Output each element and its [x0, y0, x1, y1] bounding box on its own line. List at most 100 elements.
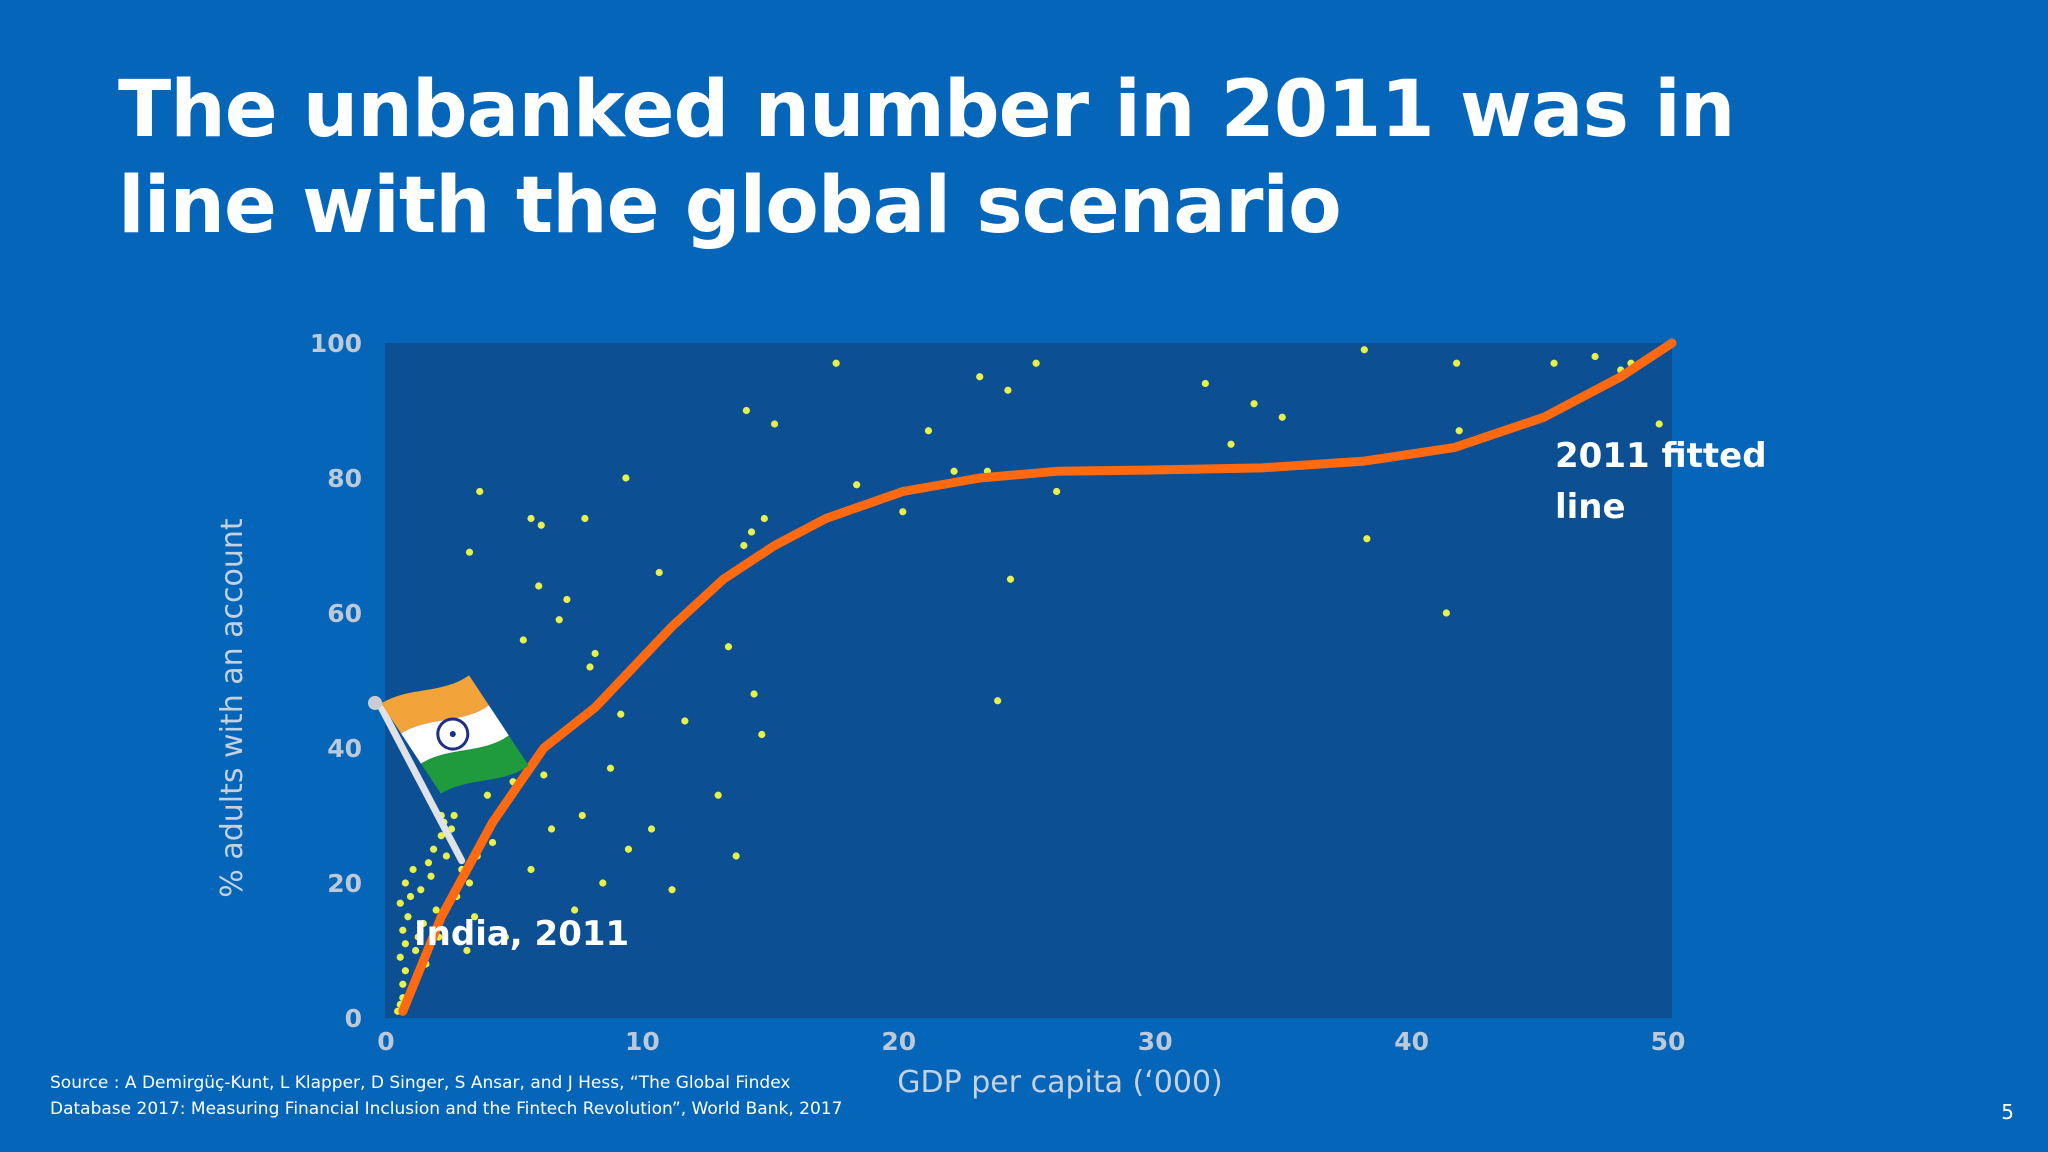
data-points: [394, 346, 1663, 1015]
data-point: [1250, 400, 1258, 408]
data-point: [401, 940, 409, 948]
annotation-india-2011: India, 2011: [414, 914, 629, 954]
data-point: [1032, 359, 1040, 367]
data-point: [1442, 609, 1450, 617]
x-tick-label: 30: [1138, 1027, 1173, 1056]
data-point: [412, 946, 420, 955]
data-point: [519, 636, 527, 644]
data-point: [488, 838, 497, 847]
data-point: [1455, 427, 1463, 435]
page-number: 5: [2001, 1100, 2014, 1124]
data-point: [404, 913, 412, 921]
data-point: [483, 791, 492, 799]
x-tick-label: 0: [377, 1027, 394, 1056]
data-point: [501, 933, 509, 941]
data-point: [899, 508, 907, 516]
data-point: [527, 865, 535, 874]
data-point: [994, 697, 1002, 705]
data-point: [617, 710, 625, 718]
data-point: [540, 771, 548, 779]
data-point: [401, 967, 409, 975]
data-point: [1363, 535, 1371, 543]
annotation-fitted-line: 2011 fitted line: [1555, 436, 1767, 527]
data-point: [1201, 379, 1209, 388]
data-point: [591, 649, 599, 658]
data-point: [437, 832, 445, 840]
data-point: [832, 359, 840, 367]
data-point: [714, 791, 722, 799]
data-point: [527, 514, 535, 523]
data-point: [624, 845, 633, 853]
data-point: [1360, 346, 1368, 354]
data-point: [750, 690, 758, 698]
data-point: [1004, 386, 1012, 394]
data-point: [571, 906, 579, 914]
data-point: [606, 764, 615, 772]
x-axis-label: GDP per capita (‘000): [897, 1065, 1223, 1100]
y-tick-label: 40: [327, 734, 362, 763]
data-point: [419, 919, 427, 928]
x-axis-ticks: 0 10 20 30 40 50: [377, 1027, 1685, 1056]
chart-annotations: India, 2011 2011 fitted line: [414, 436, 1767, 954]
data-point: [1278, 413, 1286, 421]
data-point: [1006, 575, 1015, 583]
x-tick-label: 50: [1651, 1027, 1686, 1056]
data-point: [747, 528, 756, 536]
data-point: [924, 427, 933, 435]
data-point: [476, 487, 484, 496]
y-tick-label: 100: [310, 329, 362, 358]
fitted-line-2011: [398, 338, 1677, 1016]
y-tick-label: 0: [345, 1004, 362, 1033]
data-point: [760, 514, 768, 523]
data-point: [535, 582, 543, 590]
data-point: [771, 420, 779, 428]
y-tick-label: 60: [327, 599, 362, 628]
plot-area: [385, 343, 1672, 1018]
data-point: [581, 514, 589, 523]
data-point: [399, 980, 407, 988]
data-point: [555, 616, 563, 624]
data-point: [647, 825, 656, 833]
data-point: [655, 568, 663, 577]
data-point: [758, 730, 766, 739]
data-point: [599, 879, 607, 887]
data-point: [547, 825, 556, 833]
data-point: [1591, 352, 1599, 361]
data-point: [471, 913, 479, 921]
x-tick-label: 40: [1394, 1027, 1429, 1056]
data-point: [442, 852, 451, 860]
data-point: [1550, 359, 1558, 367]
data-point: [622, 474, 630, 482]
slide-title: The unbanked number in 2011 was in line …: [118, 65, 1735, 251]
data-point: [537, 521, 545, 529]
data-point: [424, 859, 433, 867]
data-point: [681, 717, 689, 725]
data-point: [740, 541, 748, 550]
y-tick-label: 20: [327, 869, 362, 898]
data-point: [578, 811, 586, 820]
data-point: [399, 926, 407, 934]
data-point: [586, 663, 594, 671]
y-axis-ticks: 0 20 40 60 80 100: [310, 329, 362, 1033]
india-flag-icon: [367, 675, 529, 865]
data-point: [429, 845, 438, 853]
data-point: [1655, 420, 1663, 428]
data-point: [732, 852, 740, 860]
data-point: [1453, 359, 1461, 367]
data-point: [409, 865, 417, 874]
data-point: [414, 933, 422, 941]
data-point: [450, 811, 458, 820]
data-point: [668, 886, 676, 894]
annotation-fitted-line-part: line: [1555, 487, 1626, 527]
data-point: [976, 373, 984, 381]
data-point: [724, 643, 733, 651]
data-point: [396, 899, 404, 907]
data-point: [432, 906, 440, 914]
data-point: [853, 481, 861, 489]
data-point: [406, 892, 415, 901]
y-axis-label: % adults with an account: [215, 518, 250, 898]
data-point: [563, 595, 571, 604]
data-point: [401, 879, 409, 887]
data-point: [1227, 440, 1235, 448]
source-citation: Source : A Demirgüç-Kunt, L Klapper, D S…: [50, 1073, 843, 1119]
